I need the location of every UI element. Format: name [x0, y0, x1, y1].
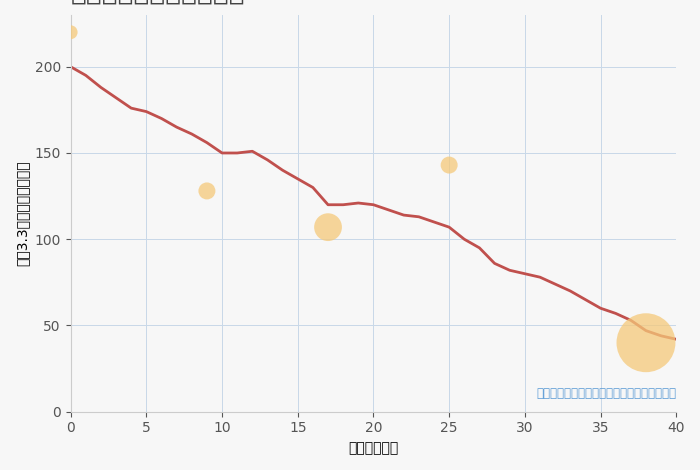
Y-axis label: 坪（3.3㎡）単価（万円）: 坪（3.3㎡）単価（万円） [15, 161, 29, 266]
Text: 築年数別中古戸建て価格: 築年数別中古戸建て価格 [71, 0, 245, 6]
Text: 円の大きさは、取引のあった物件面積を示す: 円の大きさは、取引のあった物件面積を示す [536, 387, 676, 400]
X-axis label: 築年数（年）: 築年数（年） [349, 441, 398, 455]
Point [202, 187, 213, 195]
Point [640, 339, 652, 346]
Point [323, 223, 334, 231]
Point [444, 161, 455, 169]
Point [65, 29, 76, 36]
